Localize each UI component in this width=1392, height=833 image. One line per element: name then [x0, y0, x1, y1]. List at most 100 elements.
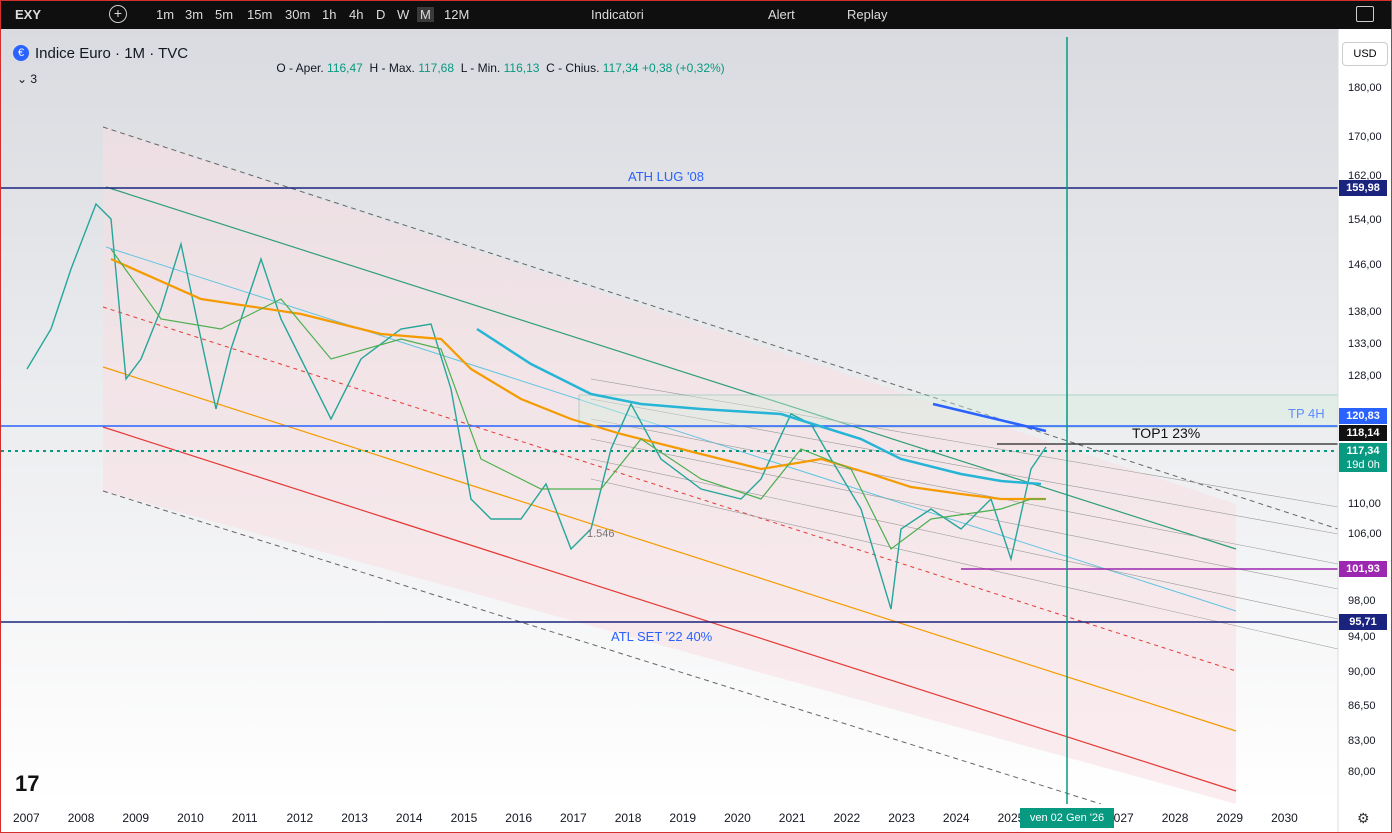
price-label: 83,00	[1348, 735, 1376, 747]
interval-button[interactable]: 1m	[156, 7, 175, 22]
price-label: 80,00	[1348, 766, 1376, 778]
trend-orange	[102, 366, 1237, 732]
price-label: 128,00	[1348, 370, 1382, 382]
trend-mid	[102, 306, 1237, 672]
toolbar: EXY + 1m 3m 5m 15m 30m 1h 4h D W M 12M Indicatori …	[1, 1, 1391, 29]
ma-orange	[110, 257, 1046, 501]
interval-button[interactable]: 30m	[285, 7, 311, 22]
interval-button[interactable]: W	[397, 7, 410, 22]
interval-button[interactable]: 15m	[247, 7, 273, 22]
time-label: 2011	[231, 811, 258, 825]
price-label: 110,00	[1348, 498, 1381, 510]
time-label: 2023	[888, 811, 915, 825]
time-label: 2013	[341, 811, 368, 825]
replay-button[interactable]: Replay	[847, 7, 888, 22]
price-label: 133,00	[1348, 338, 1382, 350]
value: 116,47	[327, 61, 363, 75]
time-label: 2017	[560, 811, 587, 825]
time-label: 2010	[177, 811, 204, 825]
label: C - Chius.	[546, 61, 600, 75]
time-label: 2024	[942, 811, 970, 825]
price-path	[26, 202, 1047, 610]
price-tag: 101,93	[1339, 561, 1387, 577]
price-label: 138,00	[1348, 306, 1382, 318]
annotation: 1.546	[587, 528, 615, 540]
ma-cyan	[476, 327, 1042, 486]
label: H - Max.	[369, 61, 415, 75]
settings-button[interactable]: ⚙	[1357, 810, 1370, 826]
interval-button[interactable]: 4h	[349, 7, 364, 22]
time-label: 2022	[833, 811, 861, 825]
price-label: 98,00	[1348, 595, 1376, 607]
price-label: 106,00	[1348, 528, 1382, 540]
annotation: TOP1 23%	[1132, 425, 1200, 441]
price-tag: 95,71	[1339, 614, 1387, 630]
time-label: 2019	[669, 811, 697, 825]
price-label: 170,00	[1348, 131, 1382, 143]
time-label: 2016	[505, 811, 532, 825]
interval-button[interactable]: 3m	[185, 7, 204, 22]
price-label: 90,00	[1348, 666, 1376, 678]
symbol-search[interactable]: EXY	[15, 7, 42, 22]
trend-cyan	[105, 246, 1237, 612]
alert-button[interactable]: Alert	[768, 7, 795, 22]
interval-button[interactable]: 12M	[444, 7, 470, 22]
time-label: 2020	[724, 811, 751, 825]
annotation: ATL SET '22 40%	[611, 629, 713, 644]
price-tag: 118,14	[1339, 425, 1387, 441]
ma-green	[110, 248, 1046, 550]
value: 117,68	[418, 61, 455, 75]
label: O - Aper.	[276, 61, 324, 75]
currency-button[interactable]: USD	[1342, 42, 1388, 66]
legend-title: Indice Euro · 1M · TVC	[35, 45, 189, 62]
indicators-button[interactable]: Indicatori	[591, 7, 644, 22]
time-label: 2014	[395, 811, 423, 825]
ohlc: O - Aper. 116,47 H - Max. 117,68 L - Min…	[263, 47, 725, 89]
time-label: 2015	[450, 811, 478, 825]
time-label: 2029	[1216, 811, 1244, 825]
price-tag: 120,83	[1339, 408, 1387, 424]
value: 117,34	[602, 61, 639, 75]
channel-bottom	[102, 490, 1102, 805]
crosshair-date: ven 02 Gen '26	[1020, 808, 1114, 828]
trend-red	[102, 426, 1237, 792]
tv-logo: 17	[15, 771, 39, 796]
time-label: 2030	[1271, 811, 1298, 825]
change: +0,38 (+0,32%)	[641, 61, 725, 75]
add-symbol[interactable]: +	[109, 5, 127, 23]
price-label: 180,00	[1348, 82, 1382, 94]
countdown: 19d 0h	[1339, 458, 1387, 472]
time-label: 2021	[778, 811, 806, 825]
time-label: 2012	[286, 811, 314, 825]
annotation: ATH LUG '08	[628, 169, 704, 184]
price-tag: 159,98	[1339, 180, 1387, 196]
label: L - Min.	[460, 61, 501, 75]
trend-green	[105, 186, 1237, 550]
time-label: 2028	[1161, 811, 1189, 825]
channel-top	[102, 126, 1339, 530]
tp-line	[932, 402, 1047, 433]
symbol-icon: €	[13, 45, 29, 61]
price-label: 162,00	[1348, 170, 1382, 182]
time-axis	[1, 804, 1338, 832]
fan-lines	[590, 378, 1339, 650]
chart: ATH LUG '08 ATL SET '22 40% TOP1 23% TP …	[1, 29, 1391, 832]
fullscreen-button[interactable]	[1356, 6, 1374, 22]
price-label: 154,00	[1348, 214, 1382, 226]
time-label: 2007	[13, 811, 40, 825]
price-label: 86,50	[1348, 700, 1376, 712]
price-tag: 117,34	[1339, 443, 1387, 459]
indicator-toggle[interactable]: ⌄ 3	[17, 72, 38, 86]
interval-button[interactable]: D	[376, 7, 386, 22]
price-label: 94,00	[1348, 631, 1376, 643]
value: 116,13	[503, 61, 540, 75]
interval-button[interactable]: 1h	[322, 7, 337, 22]
time-label: 2025	[997, 811, 1025, 825]
interval-button[interactable]: 5m	[215, 7, 234, 22]
time-label: 2008	[67, 811, 95, 825]
interval-button[interactable]: M	[417, 7, 434, 22]
price-label: 146,00	[1348, 259, 1382, 271]
time-label: 2018	[614, 811, 642, 825]
indicator-count: 3	[30, 72, 38, 86]
